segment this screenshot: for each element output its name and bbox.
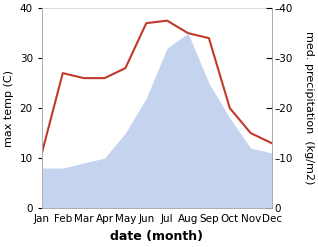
X-axis label: date (month): date (month) — [110, 230, 203, 243]
Y-axis label: max temp (C): max temp (C) — [4, 70, 14, 147]
Y-axis label: med. precipitation  (kg/m2): med. precipitation (kg/m2) — [304, 31, 314, 185]
